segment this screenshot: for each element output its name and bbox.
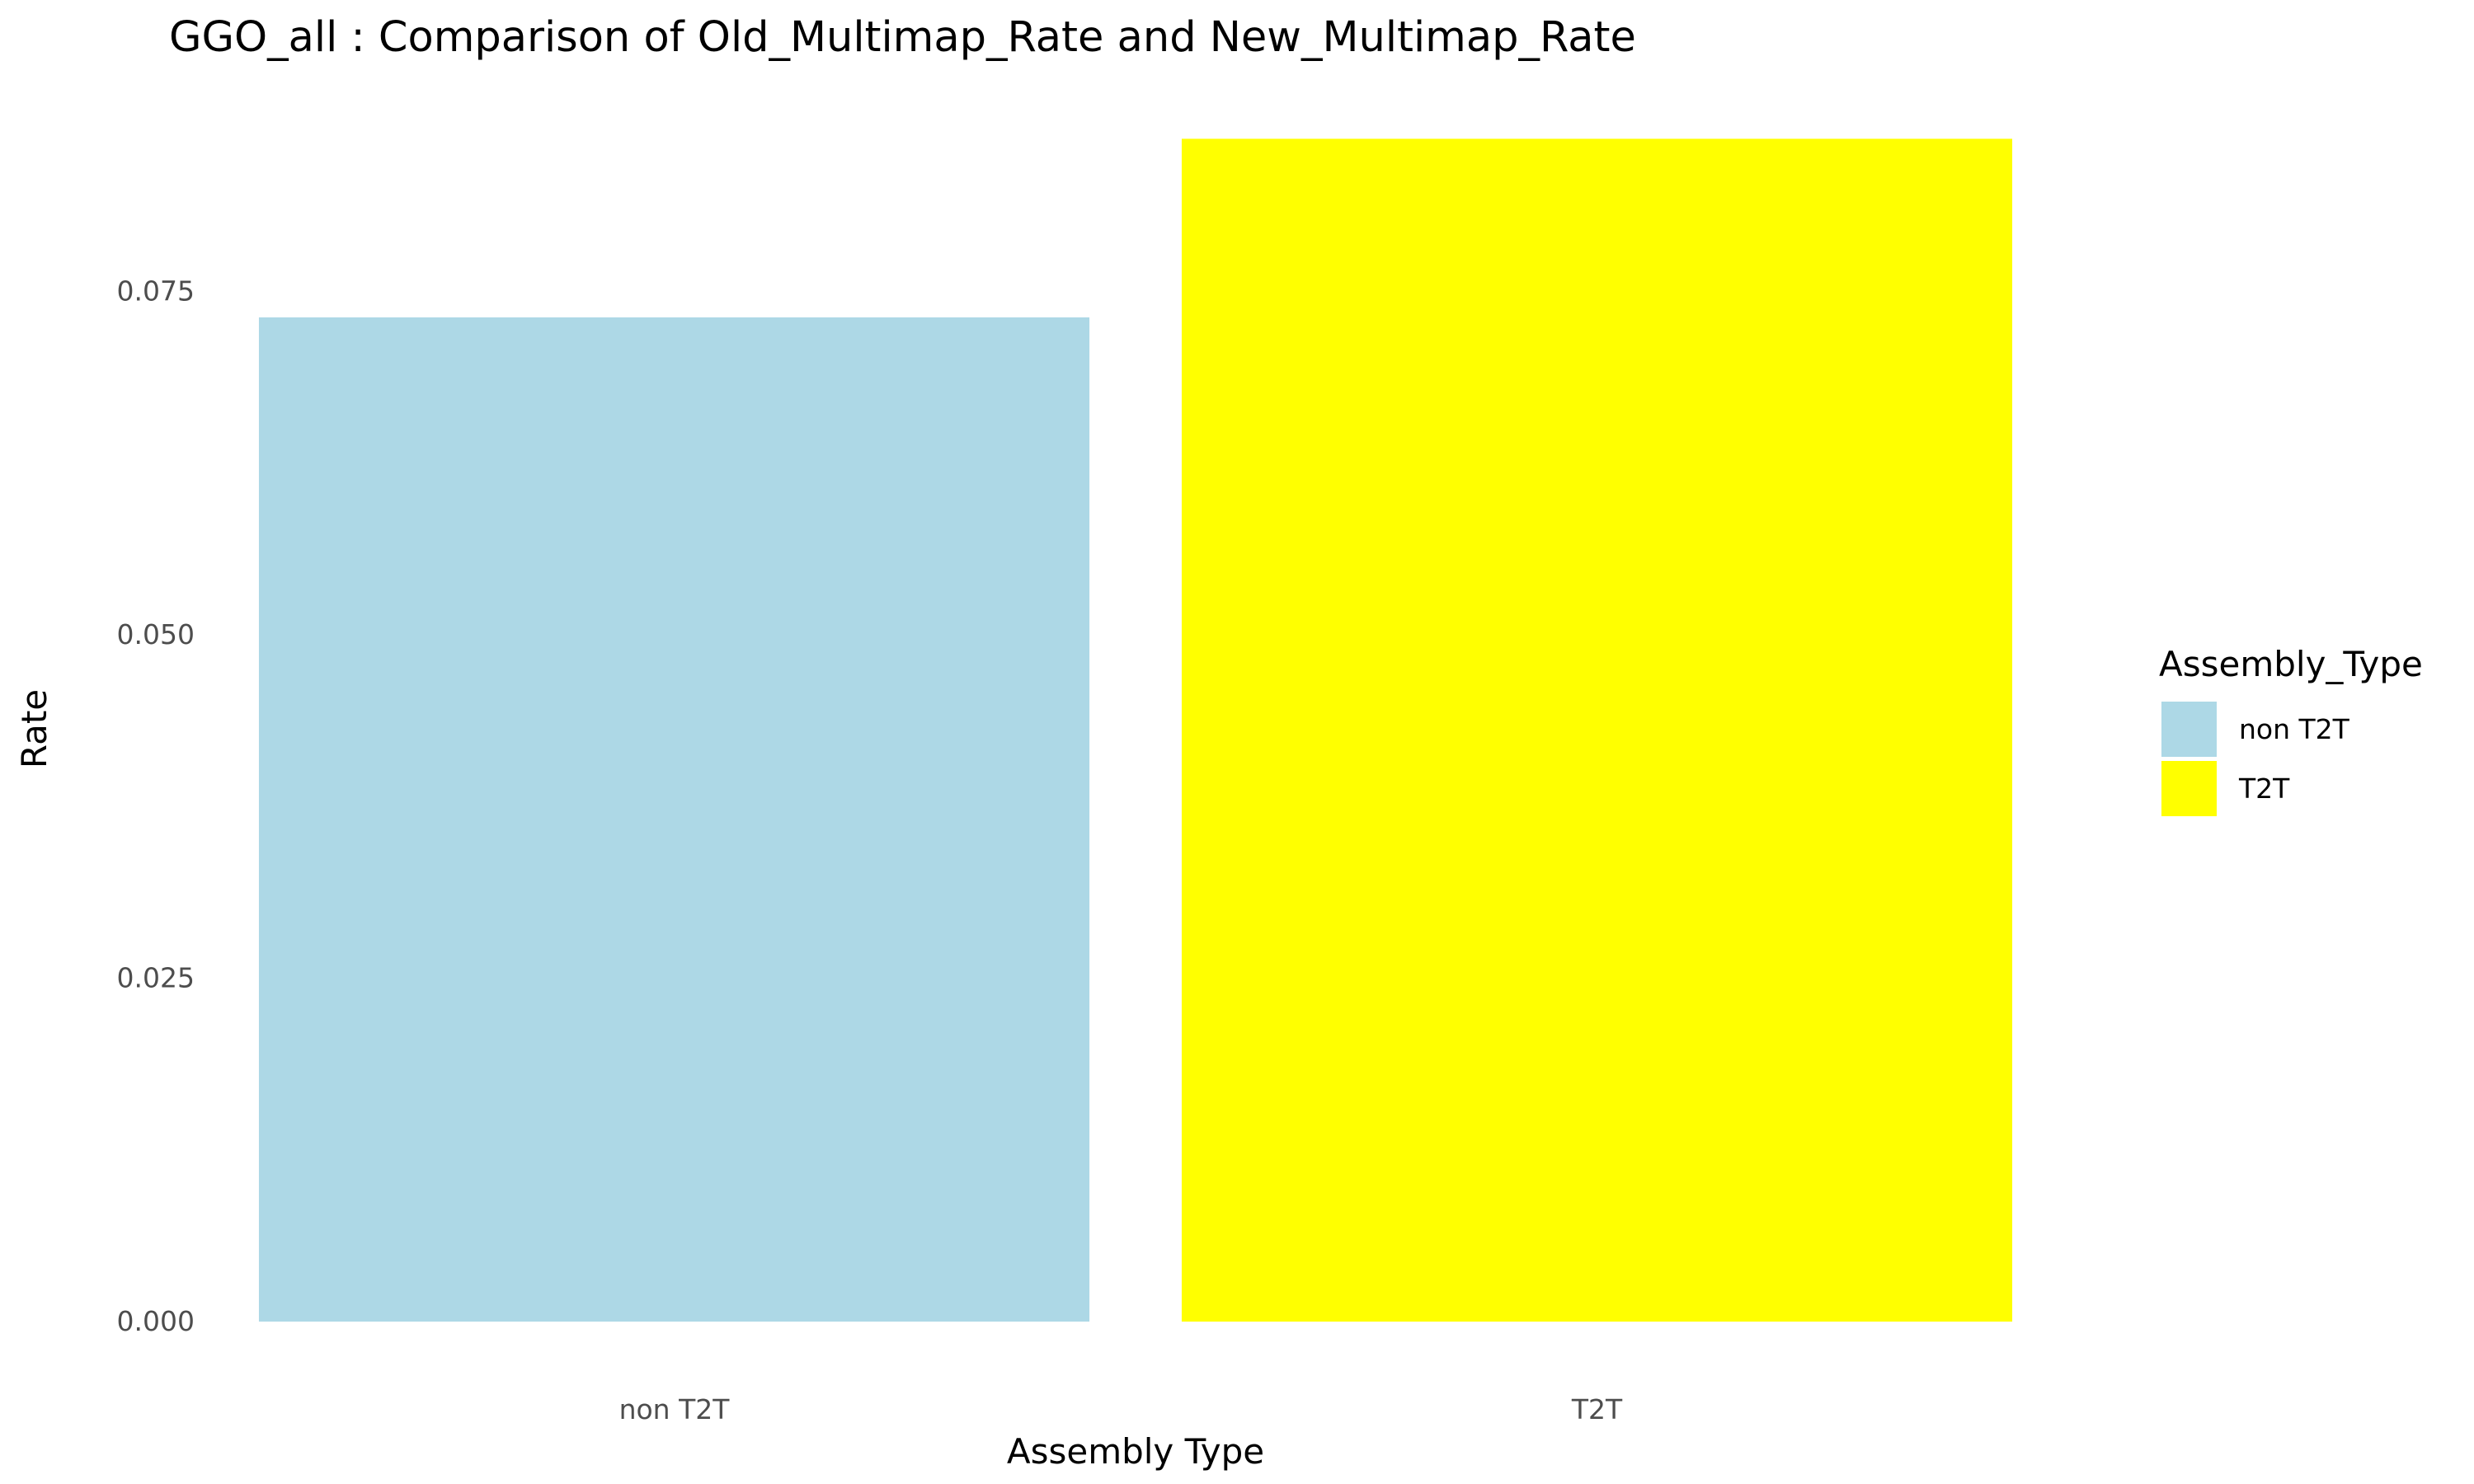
chart-title: GGO_all : Comparison of Old_Multimap_Rat…: [169, 13, 1636, 62]
bar: [258, 317, 1090, 1322]
x-axis-ticks: non T2T T2T: [619, 1393, 1623, 1425]
legend-title: Assembly_Type: [2159, 644, 2423, 684]
y-tick-label: 0.000: [117, 1305, 195, 1337]
x-axis-title: Assembly Type: [1007, 1431, 1264, 1472]
legend-items: non T2T T2T: [2161, 702, 2350, 816]
y-tick-label: 0.050: [117, 618, 195, 650]
bar: [1181, 139, 2013, 1322]
legend-key: [2161, 761, 2217, 816]
bars: [258, 139, 2013, 1322]
y-axis-ticks: 0.000 0.025 0.050 0.075: [117, 275, 195, 1337]
y-tick-label: 0.025: [117, 961, 195, 993]
y-axis-title: Rate: [14, 689, 54, 768]
x-tick-label: non T2T: [619, 1393, 731, 1425]
legend-label: non T2T: [2239, 713, 2350, 745]
legend: Assembly_Type non T2T T2T: [2159, 644, 2423, 816]
y-tick-label: 0.075: [117, 275, 195, 307]
legend-key: [2161, 702, 2217, 757]
x-tick-label: T2T: [1571, 1393, 1623, 1425]
legend-label: T2T: [2238, 773, 2290, 805]
